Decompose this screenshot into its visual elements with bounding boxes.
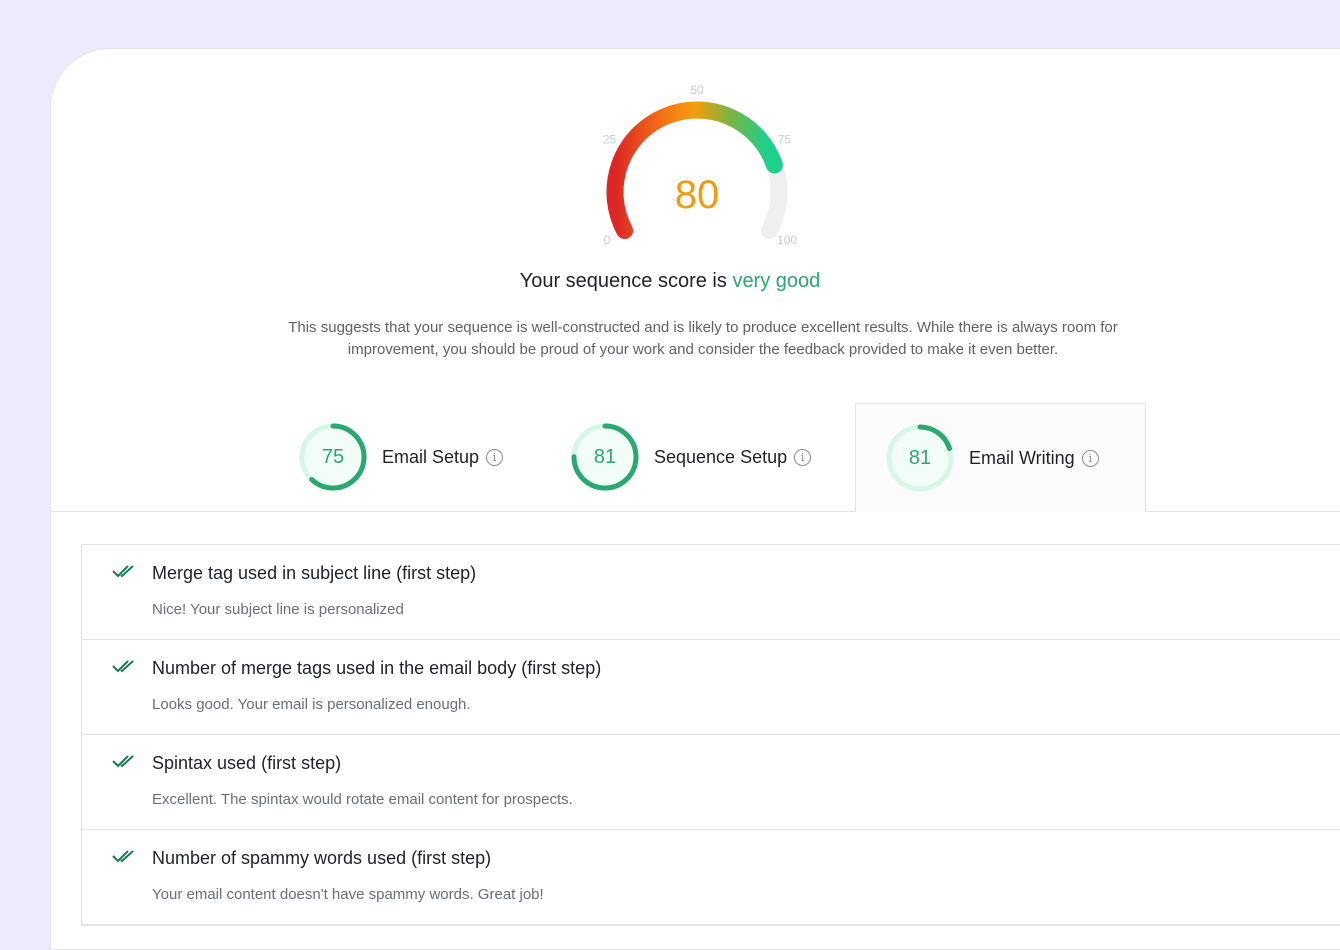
tab-label: Sequence Setup: [654, 446, 788, 467]
check-detail: Nice! Your subject line is personalized: [152, 601, 404, 618]
gauge-fill: [606, 101, 783, 239]
list-item: Spintax used (first step) Excellent. The…: [82, 735, 1340, 830]
tab-label: Email Writing: [969, 447, 1075, 468]
tab-score: 81: [593, 446, 617, 468]
check-title: Spintax used (first step): [152, 753, 342, 773]
check-title: Number of merge tags used in the email b…: [152, 658, 602, 678]
headline-prefix: Your sequence score is: [519, 270, 733, 292]
score-rating: very good: [732, 270, 821, 292]
tab-score: 75: [321, 446, 345, 468]
gauge-tick-label: 75: [778, 132, 792, 146]
ring-progress: [299, 423, 367, 491]
gauge-value: 80: [675, 173, 720, 217]
double-check-icon: [112, 565, 134, 578]
score-headline: Your sequence score is very good: [0, 270, 1340, 293]
info-icon[interactable]: i: [794, 448, 812, 466]
check-detail: Your email content doesn't have spammy w…: [152, 886, 544, 903]
score-ring: 81: [570, 422, 640, 492]
double-check-icon: [112, 660, 134, 673]
tab-label: Email Setup: [382, 446, 480, 467]
check-detail: Excellent. The spintax would rotate emai…: [152, 791, 573, 808]
info-icon[interactable]: i: [486, 448, 504, 466]
tab-email-setup[interactable]: 75 Email Setup i: [298, 403, 504, 511]
score-ring: 75: [298, 422, 368, 492]
gauge-tick-label: 0: [604, 233, 611, 247]
list-item: Merge tag used in subject line (first st…: [82, 545, 1340, 640]
info-icon[interactable]: i: [1081, 449, 1099, 467]
tab-score: 81: [908, 447, 932, 469]
double-check-icon: [112, 850, 134, 863]
score-gauge: 0 25 50 75 100 80: [603, 83, 798, 247]
score-description: This suggests that your sequence is well…: [288, 319, 1118, 358]
check-title: Number of spammy words used (first step): [152, 848, 492, 868]
tab-email-writing[interactable]: 81 Email Writing i: [855, 403, 1146, 512]
tab-sequence-setup[interactable]: 81 Sequence Setup i: [570, 403, 812, 511]
ring-progress: [571, 423, 639, 491]
double-check-icon: [112, 755, 134, 768]
gauge-tick-label: 100: [777, 233, 797, 247]
check-title: Merge tag used in subject line (first st…: [152, 563, 477, 583]
gauge-tick-label: 25: [603, 132, 617, 146]
ring-progress: [886, 424, 954, 492]
list-item: Number of merge tags used in the email b…: [82, 640, 1340, 735]
check-detail: Looks good. Your email is personalized e…: [152, 696, 471, 713]
gauge-tick-label: 50: [690, 83, 704, 97]
tab-divider: [50, 511, 1340, 512]
check-list: Merge tag used in subject line (first st…: [81, 544, 1340, 926]
score-ring: 81: [885, 423, 955, 493]
list-item: Number of spammy words used (first step)…: [82, 830, 1340, 925]
